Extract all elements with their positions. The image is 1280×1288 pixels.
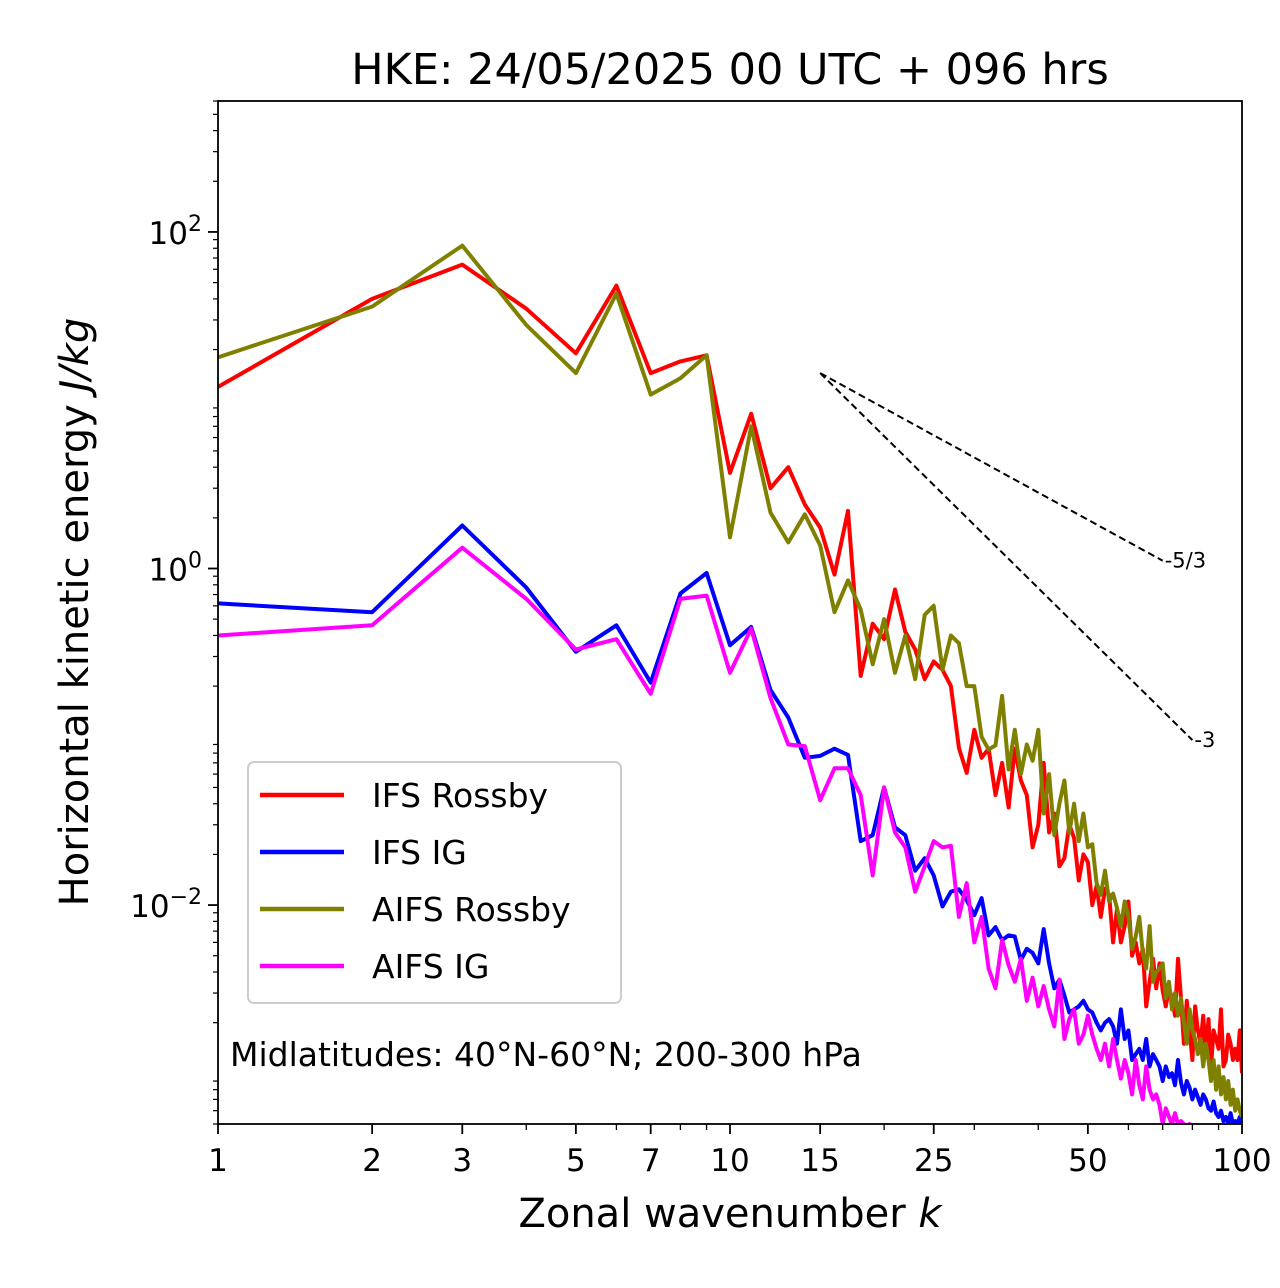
region-annotation: Midlatitudes: 40°N-60°N; 200-300 hPa [230, 1035, 862, 1074]
reference-line-1 [819, 372, 1194, 741]
legend-label-1: IFS IG [372, 833, 467, 872]
reference-slope-lines [819, 372, 1194, 741]
x-tick-label: 2 [362, 1143, 382, 1179]
legend-label-3: AIFS IG [372, 947, 489, 986]
series-line-1 [218, 523, 1242, 1124]
y-tick-label: 100 [149, 549, 202, 589]
x-tick-label: 100 [1212, 1143, 1271, 1179]
series-lines [218, 243, 1242, 1124]
x-tick-label: 25 [914, 1143, 953, 1179]
series-line-2 [218, 243, 1242, 1118]
legend-label-2: AIFS Rossby [372, 890, 571, 929]
reference-line-0 [819, 372, 1164, 562]
y-tick-label: 10−2 [130, 885, 202, 925]
legend: IFS Rossby IFS IG AIFS Rossby AIFS IG [247, 761, 622, 1004]
x-axis-ticks: 1 2 3 5 7 10 15 25 50 100 [208, 1124, 1272, 1179]
x-tick-label: 10 [710, 1143, 749, 1179]
chart-title: HKE: 24/05/2025 00 UTC + 096 hrs [351, 45, 1108, 95]
reference-line-label-0: -5/3 [1165, 549, 1206, 573]
x-axis-label: Zonal wavenumber k [518, 1191, 943, 1237]
series-line-3 [218, 545, 1197, 1124]
legend-box [247, 761, 622, 1004]
x-tick-label: 15 [800, 1143, 839, 1179]
x-tick-label: 3 [452, 1143, 472, 1179]
x-tick-label: 7 [641, 1143, 661, 1179]
x-tick-label: 50 [1068, 1143, 1107, 1179]
y-axis-label: Horizontal kinetic energy J/kg [52, 318, 98, 907]
legend-label-0: IFS Rossby [372, 776, 548, 815]
reference-line-label-1: -3 [1194, 728, 1215, 752]
x-tick-label: 5 [566, 1143, 586, 1179]
y-tick-label: 102 [149, 212, 202, 252]
y-axis-ticks: 10−2 100 102 [130, 100, 218, 1125]
x-tick-label: 1 [208, 1143, 228, 1179]
